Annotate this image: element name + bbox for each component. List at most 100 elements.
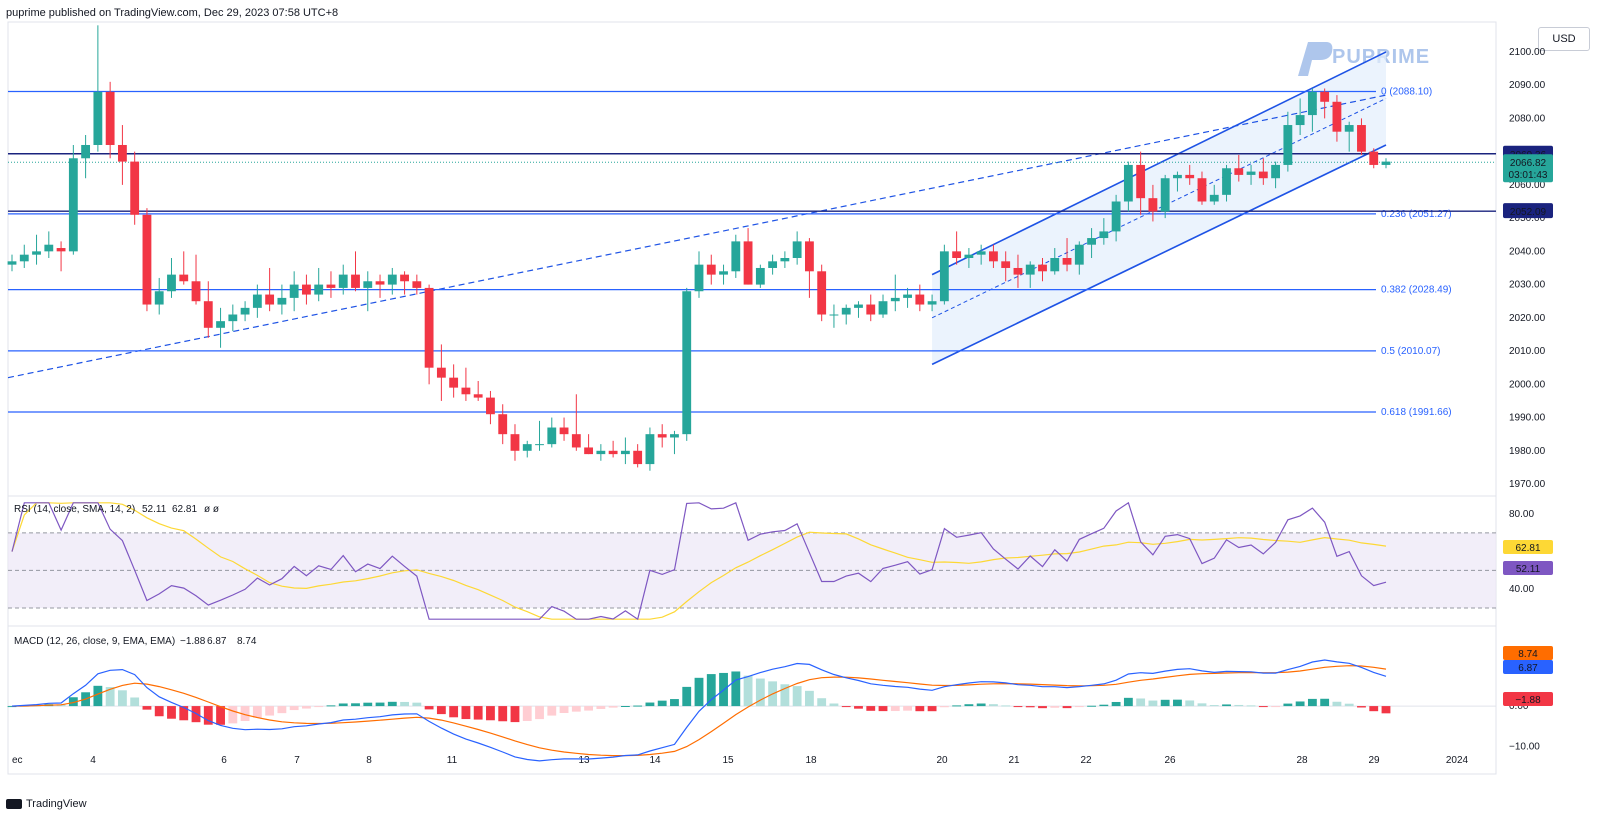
time-tick-label: 28 bbox=[1296, 755, 1308, 766]
macd-histogram-bar bbox=[265, 706, 275, 716]
price-tick-label: 1980.00 bbox=[1509, 446, 1546, 457]
macd-histogram-bar bbox=[216, 706, 225, 725]
candle-body bbox=[608, 450, 618, 455]
macd-signal-tag: 8.74 bbox=[1518, 649, 1538, 660]
rsi-ma-value-label: 62.81 bbox=[172, 504, 197, 515]
macd-histogram-bar bbox=[154, 706, 164, 717]
fib-level-label: 0 (2088.10) bbox=[1381, 86, 1432, 97]
macd-histogram-bar bbox=[167, 706, 176, 719]
candle-body bbox=[498, 414, 508, 435]
macd-histogram-bar bbox=[817, 698, 827, 707]
macd-histogram-bar bbox=[1234, 704, 1244, 707]
macd-histogram-bar bbox=[939, 706, 949, 708]
macd-histogram-bar bbox=[130, 697, 140, 707]
candle-body bbox=[620, 450, 630, 455]
macd-histogram-bar bbox=[375, 702, 385, 707]
candle-body bbox=[216, 321, 225, 328]
macd-histogram-bar bbox=[424, 706, 434, 710]
macd-histogram-bar bbox=[142, 706, 152, 710]
macd-signal-tag-bg bbox=[1503, 646, 1553, 660]
rsi-ma-line bbox=[11, 502, 1387, 620]
candle-body bbox=[167, 274, 176, 292]
candle-body bbox=[1001, 261, 1011, 268]
macd-histogram-bar bbox=[302, 706, 311, 709]
time-tick-label: 7 bbox=[294, 755, 300, 766]
rsi-tag-bg bbox=[1503, 561, 1553, 575]
macd-histogram-bar bbox=[1013, 706, 1023, 708]
macd-histogram-bar bbox=[670, 699, 679, 707]
macd-histogram-bar bbox=[731, 671, 741, 707]
macd-histogram-bar bbox=[1173, 699, 1182, 707]
candle-body bbox=[473, 394, 483, 398]
price-tick-label: 2060.00 bbox=[1509, 180, 1546, 191]
macd-histogram-bar bbox=[1381, 706, 1391, 714]
macd-hist-tag-bg bbox=[1503, 692, 1553, 706]
macd-histogram-bar bbox=[510, 706, 520, 723]
macd-histogram-bar bbox=[755, 678, 765, 707]
macd-histogram-bar bbox=[841, 706, 851, 708]
macd-histogram-bar bbox=[326, 705, 336, 707]
candle-body bbox=[412, 281, 422, 288]
rsi-value-label: 52.11 bbox=[142, 504, 167, 515]
candle-body bbox=[1357, 125, 1366, 152]
macd-histogram-bar bbox=[976, 703, 986, 707]
candle-body bbox=[56, 248, 66, 252]
candle-body bbox=[142, 214, 152, 305]
candle-body bbox=[1234, 168, 1244, 175]
macd-histogram-bar bbox=[289, 706, 299, 711]
time-tick-label: 21 bbox=[1008, 755, 1020, 766]
candle-body bbox=[93, 91, 103, 145]
candle-body bbox=[657, 434, 667, 438]
channel-lower-line bbox=[931, 144, 1387, 366]
macd-histogram-bar bbox=[608, 706, 618, 708]
candle-body bbox=[670, 434, 679, 438]
macd-histogram-bar bbox=[486, 706, 495, 721]
macd-histogram-bar bbox=[522, 706, 532, 721]
candle-body bbox=[731, 241, 741, 272]
candle-body bbox=[240, 307, 250, 315]
time-tick-label: 26 bbox=[1164, 755, 1176, 766]
rsi-ma-tag: 62.81 bbox=[1515, 543, 1540, 554]
macd-histogram-bar bbox=[1197, 703, 1207, 707]
time-tick-label: 20 bbox=[936, 755, 948, 766]
macd-histogram-bar bbox=[804, 690, 814, 707]
macd-histogram-bar bbox=[780, 684, 790, 707]
macd-histogram-bar bbox=[559, 706, 569, 714]
macd-histogram-bar bbox=[854, 706, 863, 709]
candle-body bbox=[1111, 201, 1121, 232]
macd-histogram-bar bbox=[1320, 698, 1330, 707]
macd-histogram-bar bbox=[829, 703, 839, 707]
candle-body bbox=[179, 274, 189, 282]
time-tick-label: 8 bbox=[366, 755, 372, 766]
macd-histogram-bar bbox=[412, 702, 422, 707]
rsi-title: RSI (14, close, SMA, 14, 2) bbox=[14, 504, 135, 515]
candle-body bbox=[1099, 231, 1109, 239]
macd-histogram-bar bbox=[1062, 706, 1072, 709]
candle-body bbox=[44, 244, 54, 252]
macd-histogram-bar bbox=[400, 701, 409, 707]
candle-body bbox=[1295, 115, 1305, 126]
macd-histogram-bar bbox=[878, 706, 888, 712]
candle-body bbox=[1222, 168, 1231, 195]
time-tick-label: 29 bbox=[1368, 755, 1380, 766]
candle-body bbox=[927, 301, 937, 305]
candle-body bbox=[449, 377, 459, 388]
macd-hist-value: −1.88 bbox=[180, 636, 206, 647]
macd-histogram-bar bbox=[1160, 699, 1170, 707]
candle-body bbox=[1369, 151, 1379, 165]
countdown-label: 03:01:43 bbox=[1509, 170, 1548, 181]
candle-body bbox=[265, 294, 275, 305]
macd-tag-bg bbox=[1503, 660, 1553, 674]
currency-button[interactable]: USD bbox=[1538, 27, 1590, 51]
macd-histogram-bar bbox=[1209, 705, 1219, 707]
candle-body bbox=[1038, 264, 1047, 272]
macd-histogram-bar bbox=[277, 706, 287, 714]
macd-histogram-bar bbox=[240, 706, 250, 721]
macd-histogram-bar bbox=[314, 706, 324, 708]
candle-body bbox=[682, 291, 692, 435]
candle-body bbox=[780, 258, 790, 262]
trend-dashed-line bbox=[7, 94, 1387, 379]
candle-body bbox=[510, 434, 520, 451]
candle-body bbox=[68, 158, 78, 252]
